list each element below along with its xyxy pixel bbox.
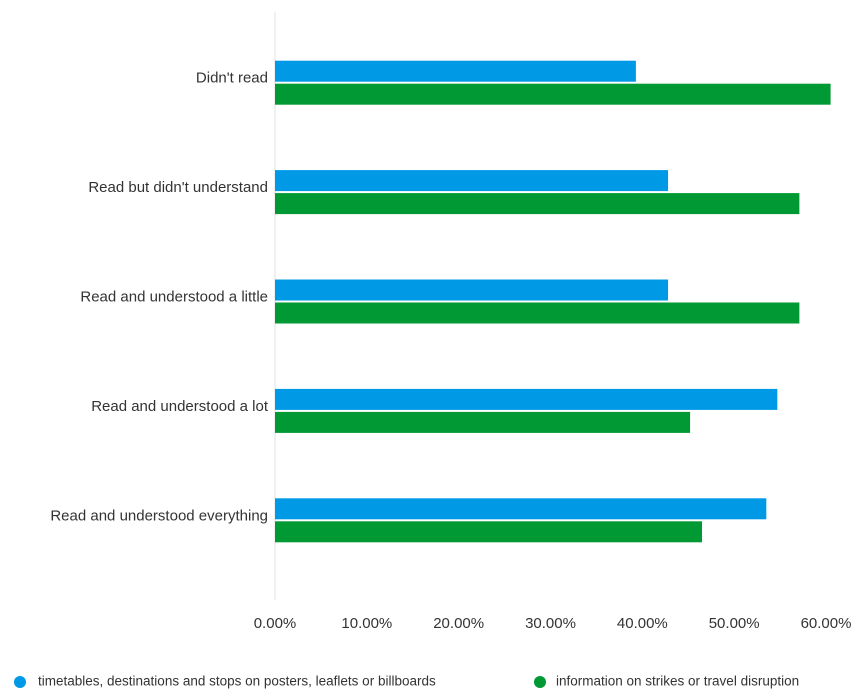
- bars-group: [275, 60, 831, 543]
- legend-label-strikes[interactable]: information on strikes or travel disrupt…: [556, 674, 799, 689]
- x-tick-label: 60.00%: [801, 615, 852, 632]
- category-label: Read and understood a lot: [91, 398, 269, 415]
- bar-timetables-4[interactable]: [275, 498, 767, 520]
- bar-timetables-1[interactable]: [275, 170, 669, 192]
- bar-strikes-3[interactable]: [275, 411, 691, 433]
- category-label: Read and understood everything: [50, 507, 268, 524]
- bar-timetables-3[interactable]: [275, 388, 778, 410]
- bar-strikes-4[interactable]: [275, 521, 703, 543]
- legend-label-timetables[interactable]: timetables, destinations and stops on po…: [38, 674, 436, 689]
- x-tick-label: 40.00%: [617, 615, 668, 632]
- bar-strikes-1[interactable]: [275, 193, 800, 215]
- tick-labels-group: 0.00% 10.00% 20.00% 30.00% 40.00% 50.00% 60.00…: [254, 615, 852, 632]
- x-tick-label: 50.00%: [709, 615, 760, 632]
- category-labels-group: Didn't read Read but didn't understand Rea…: [50, 70, 268, 525]
- x-tick-label: 0.00%: [254, 615, 297, 632]
- x-tick-label: 30.00%: [525, 615, 576, 632]
- bar-strikes-2[interactable]: [275, 302, 800, 324]
- category-label: Read but didn't understand: [88, 179, 268, 196]
- legend-marker-timetables[interactable]: [14, 676, 26, 688]
- bar-strikes-0[interactable]: [275, 83, 831, 105]
- bar-timetables-0[interactable]: [275, 60, 636, 82]
- bar-timetables-2[interactable]: [275, 279, 669, 301]
- legend: timetables, destinations and stops on po…: [14, 674, 799, 689]
- x-tick-label: 20.00%: [433, 615, 484, 632]
- x-tick-label: 10.00%: [341, 615, 392, 632]
- category-label: Read and understood a little: [80, 288, 268, 305]
- legend-marker-strikes[interactable]: [534, 676, 546, 688]
- category-label: Didn't read: [196, 70, 268, 87]
